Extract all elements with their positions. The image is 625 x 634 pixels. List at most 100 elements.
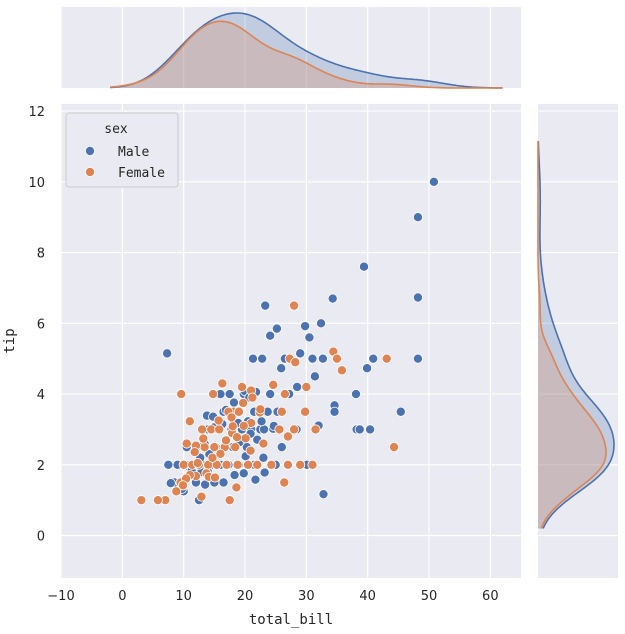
scatter-point-female <box>276 406 287 417</box>
scatter-point-female <box>178 480 189 491</box>
scatter-point-female <box>226 412 237 423</box>
scatter-point-male <box>265 389 276 400</box>
scatter-point-male <box>351 389 362 400</box>
scatter-point-female <box>171 486 182 497</box>
right-kde-male-fill <box>538 141 614 529</box>
scatter-point-female <box>181 438 192 449</box>
scatter-point-female <box>310 424 321 435</box>
right-marginal-background <box>538 104 618 578</box>
scatter-point-female <box>289 300 300 311</box>
scatter-point-female <box>152 495 163 506</box>
legend-label-female: Female <box>118 166 165 181</box>
scatter-point-female <box>189 447 200 458</box>
y-tick-label: 0 <box>37 530 45 545</box>
legend-marker-female <box>85 166 96 177</box>
scatter-point-female <box>247 392 258 403</box>
scatter-point-male <box>365 424 376 435</box>
legend-label-male: Male <box>118 145 149 160</box>
scatter-point-male <box>229 470 240 481</box>
x-axis-label: total_bill <box>249 612 333 628</box>
x-tick-label: 40 <box>359 589 376 604</box>
main-scatter-panel <box>60 104 521 578</box>
scatter-point-female <box>221 459 232 470</box>
scatter-point-female <box>227 421 238 432</box>
scatter-point-female <box>238 397 249 408</box>
y-tick-label: 12 <box>28 105 45 120</box>
x-tick-labels: −10 0 10 20 30 40 50 60 <box>47 589 498 604</box>
scatter-point-male <box>412 292 423 303</box>
legend-marker-male <box>85 145 96 156</box>
top-kde-female-line <box>110 20 503 89</box>
scatter-point-female <box>307 459 318 470</box>
scatter-point-female <box>184 416 195 427</box>
scatter-point-female <box>208 389 219 400</box>
scatter-point-male <box>368 353 379 364</box>
scatter-point-male <box>354 424 365 435</box>
x-tick-label: 50 <box>421 589 438 604</box>
scatter-point-female <box>268 379 279 390</box>
scatter-point-female <box>266 459 277 470</box>
x-tick-label: 0 <box>118 589 126 604</box>
legend: sex Male Female <box>65 112 179 188</box>
scatter-point-male <box>428 176 439 187</box>
scatter-point-male <box>224 389 235 400</box>
scatter-point-male <box>276 442 287 453</box>
scatter-point-female <box>295 459 306 470</box>
top-marginal-grid <box>60 7 491 88</box>
scatter-point-female <box>196 491 207 502</box>
top-marginal-background <box>61 7 521 88</box>
scatter-point-female <box>236 381 247 392</box>
y-axis-label: tip <box>2 328 18 353</box>
scatter-point-female <box>336 365 347 376</box>
scatter-point-female <box>290 357 301 368</box>
scatter-point-female <box>197 424 208 435</box>
scatter-point-female <box>301 381 312 392</box>
scatter-point-male <box>247 353 258 364</box>
scatter-point-female <box>300 406 311 417</box>
scatter-point-male <box>307 353 318 364</box>
scatter-point-male <box>165 478 176 489</box>
scatter-point-male <box>395 406 406 417</box>
scatter-point-male <box>259 467 270 478</box>
scatter-point-female <box>224 495 235 506</box>
scatter-point-male <box>412 212 423 223</box>
scatter-point-female <box>258 438 269 449</box>
scatter-point-female <box>381 353 392 364</box>
right-kde-female-line <box>537 141 607 529</box>
scatter-point-female <box>255 404 266 415</box>
scatter-point-female <box>282 431 293 442</box>
scatter-point-male <box>292 381 303 392</box>
scatter-point-female <box>220 435 231 446</box>
scatter-point-female <box>274 424 285 435</box>
scatter-point-female <box>389 442 400 453</box>
scatter-point-male <box>218 477 229 488</box>
x-tick-label: −10 <box>47 589 74 604</box>
scatter-point-female <box>136 495 147 506</box>
scatter-point-female <box>192 458 203 469</box>
scatter-point-male <box>162 348 173 359</box>
top-marginal-kde <box>60 7 521 89</box>
scatter-point-female <box>232 432 243 443</box>
scatter-point-female <box>209 472 220 483</box>
scatter-point-male <box>412 353 423 364</box>
scatter-point-male <box>271 323 282 334</box>
scatter-point-male <box>250 474 261 485</box>
scatter-point-male <box>329 406 340 417</box>
right-marginal-grid <box>538 110 618 537</box>
scatter-point-male <box>276 363 287 374</box>
scatter-point-male <box>228 397 239 408</box>
scatter-point-male <box>238 468 249 479</box>
scatter-point-female <box>240 433 251 444</box>
y-tick-label: 4 <box>37 388 45 403</box>
scatter-point-male <box>256 416 267 427</box>
scatter-point-male <box>318 489 329 500</box>
scatter-point-female <box>331 353 342 364</box>
right-marginal-kde <box>537 104 618 578</box>
scatter-point-female <box>231 482 242 493</box>
scatter-point-female <box>238 420 249 431</box>
scatter-point-female <box>232 459 243 470</box>
legend-box <box>65 112 179 188</box>
y-tick-label: 10 <box>28 176 45 191</box>
scatter-point-female <box>209 442 220 453</box>
